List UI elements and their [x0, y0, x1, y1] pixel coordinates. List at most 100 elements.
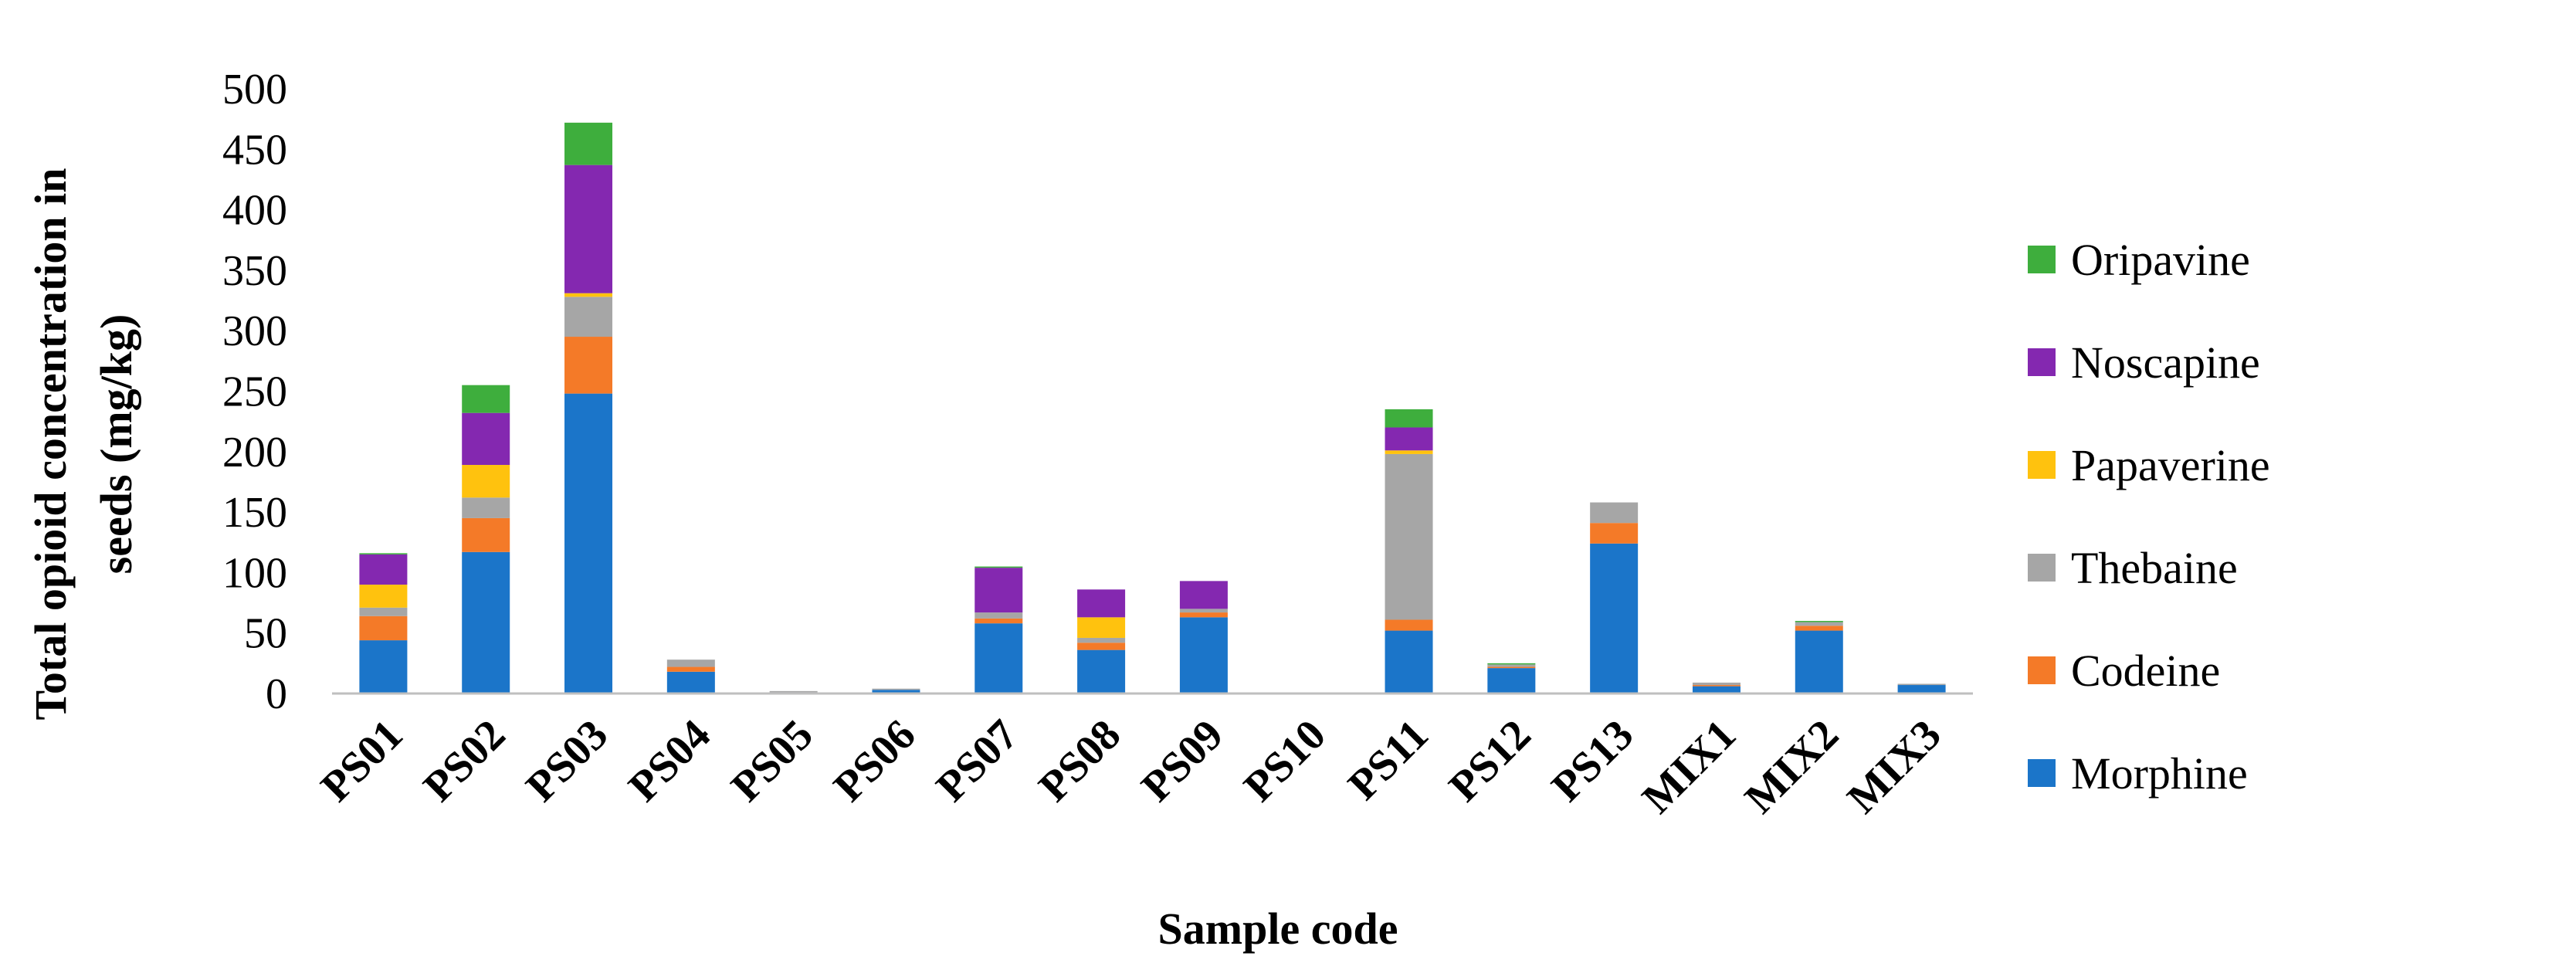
- bar-oripavine-ps02: [462, 385, 510, 413]
- y-tick-label: 400: [222, 187, 287, 235]
- legend-label-oripavine: Oripavine: [2071, 235, 2250, 285]
- y-axis-title-line1: Total opioid concentration in: [25, 168, 76, 721]
- bar-thebaine-ps02: [462, 497, 510, 518]
- bar-papaverine-ps08: [1077, 617, 1126, 638]
- x-tick-label: PS07: [927, 710, 1028, 811]
- bar-morphine-mix3: [1897, 685, 1946, 693]
- bar-thebaine-mix3: [1897, 683, 1946, 686]
- legend-label-thebaine: Thebaine: [2071, 543, 2238, 593]
- bar-codeine-mix1: [1692, 685, 1740, 687]
- x-tick-label: PS13: [1543, 710, 1643, 811]
- bar-thebaine-mix1: [1692, 682, 1740, 686]
- bar-thebaine-ps03: [564, 297, 613, 337]
- x-tick-label: PS05: [722, 710, 822, 811]
- x-tick-label: PS08: [1030, 710, 1130, 811]
- bar-oripavine-ps03: [564, 122, 613, 165]
- y-tick-label: 150: [222, 489, 287, 537]
- y-tick-label: 50: [244, 610, 287, 658]
- bar-codeine-ps08: [1077, 643, 1126, 650]
- y-tick-label: 300: [222, 307, 287, 355]
- bar-thebaine-ps06: [872, 688, 920, 690]
- bar-morphine-ps04: [666, 671, 715, 693]
- bar-morphine-ps02: [462, 551, 510, 693]
- bar-codeine-ps07: [974, 618, 1023, 624]
- legend-swatch-morphine: [2028, 759, 2056, 787]
- bar-codeine-ps11: [1385, 619, 1433, 631]
- x-tick-label: PS10: [1235, 710, 1335, 811]
- bar-codeine-ps12: [1487, 666, 1536, 669]
- bar-morphine-ps03: [564, 393, 613, 693]
- legend-label-noscapine: Noscapine: [2071, 337, 2260, 388]
- bar-thebaine-ps08: [1077, 637, 1126, 643]
- x-tick-label: MIX1: [1633, 710, 1745, 822]
- y-tick-label: 250: [222, 368, 287, 416]
- y-axis-title: Total opioid concentration in seeds (mg/…: [25, 168, 141, 721]
- x-tick-label: MIX2: [1736, 710, 1848, 822]
- bar-papaverine-ps01: [359, 585, 408, 608]
- bar-codeine-ps01: [359, 615, 408, 641]
- bar-morphine-ps08: [1077, 649, 1126, 693]
- bar-morphine-ps01: [359, 640, 408, 693]
- bar-oripavine-mix2: [1795, 621, 1843, 622]
- y-tick-label: 350: [222, 247, 287, 295]
- y-tick-label: 450: [222, 126, 287, 174]
- x-tick-label: PS03: [517, 710, 618, 811]
- bar-thebaine-mix2: [1795, 622, 1843, 626]
- legend-swatch-codeine: [2028, 656, 2056, 684]
- y-tick-label: 500: [222, 66, 287, 114]
- legend-label-papaverine: Papaverine: [2071, 440, 2270, 490]
- bar-thebaine-ps04: [666, 660, 715, 667]
- bar-codeine-mix2: [1795, 626, 1843, 631]
- bar-oripavine-ps07: [974, 566, 1023, 568]
- bar-codeine-ps04: [666, 666, 715, 672]
- x-tick-label: PS11: [1339, 710, 1437, 809]
- x-tick-label: PS04: [619, 710, 720, 811]
- bar-oripavine-ps01: [359, 553, 408, 554]
- bar-noscapine-ps08: [1077, 589, 1126, 618]
- bar-morphine-ps06: [872, 690, 920, 693]
- bar-thebaine-ps09: [1179, 609, 1228, 613]
- bar-thebaine-ps12: [1487, 664, 1536, 667]
- bar-noscapine-ps02: [462, 412, 510, 466]
- y-tick-label: 200: [222, 429, 287, 476]
- y-axis-title-line2: seeds (mg/kg): [91, 314, 141, 575]
- bar-thebaine-ps13: [1590, 502, 1639, 524]
- bar-thebaine-ps01: [359, 607, 408, 616]
- bar-morphine-ps11: [1385, 630, 1433, 693]
- bar-morphine-mix2: [1795, 630, 1843, 693]
- bar-noscapine-ps09: [1179, 581, 1228, 609]
- legend-swatch-papaverine: [2028, 451, 2056, 479]
- bar-oripavine-ps11: [1385, 409, 1433, 428]
- bar-noscapine-ps03: [564, 164, 613, 293]
- bars: [359, 122, 1946, 693]
- x-tick-label: PS12: [1440, 710, 1541, 811]
- bar-codeine-ps03: [564, 337, 613, 394]
- bar-noscapine-ps11: [1385, 427, 1433, 451]
- x-tick-label: PS06: [825, 710, 925, 811]
- y-axis-ticks: 0 50 100 150 200 250 300 350 400 450 500: [222, 66, 287, 718]
- x-axis-title: Sample code: [1158, 904, 1398, 954]
- bar-codeine-ps13: [1590, 523, 1639, 544]
- legend: Oripavine Noscapine Papaverine Thebaine Code…: [2028, 235, 2270, 799]
- bar-morphine-mix1: [1692, 686, 1740, 693]
- legend-swatch-noscapine: [2028, 348, 2056, 376]
- x-tick-label: MIX3: [1839, 710, 1951, 822]
- legend-label-codeine: Codeine: [2071, 646, 2220, 696]
- bar-papaverine-ps11: [1385, 450, 1433, 454]
- legend-swatch-oripavine: [2028, 246, 2056, 273]
- bar-codeine-ps09: [1179, 612, 1228, 618]
- legend-swatch-thebaine: [2028, 554, 2056, 582]
- x-axis-ticks: PS01 PS02 PS03 PS04 PS05 PS06 PS07 PS08 PS09 PS10…: [312, 710, 1951, 822]
- y-tick-label: 0: [266, 670, 287, 718]
- bar-thebaine-ps05: [769, 690, 818, 693]
- bar-papaverine-ps03: [564, 293, 613, 297]
- bar-noscapine-ps07: [974, 568, 1023, 613]
- bar-thebaine-ps07: [974, 612, 1023, 619]
- x-tick-label: PS09: [1132, 710, 1232, 811]
- x-tick-label: PS02: [415, 710, 515, 811]
- bar-morphine-ps13: [1590, 543, 1639, 693]
- bar-codeine-ps02: [462, 517, 510, 552]
- y-tick-label: 100: [222, 549, 287, 597]
- bar-thebaine-ps11: [1385, 453, 1433, 620]
